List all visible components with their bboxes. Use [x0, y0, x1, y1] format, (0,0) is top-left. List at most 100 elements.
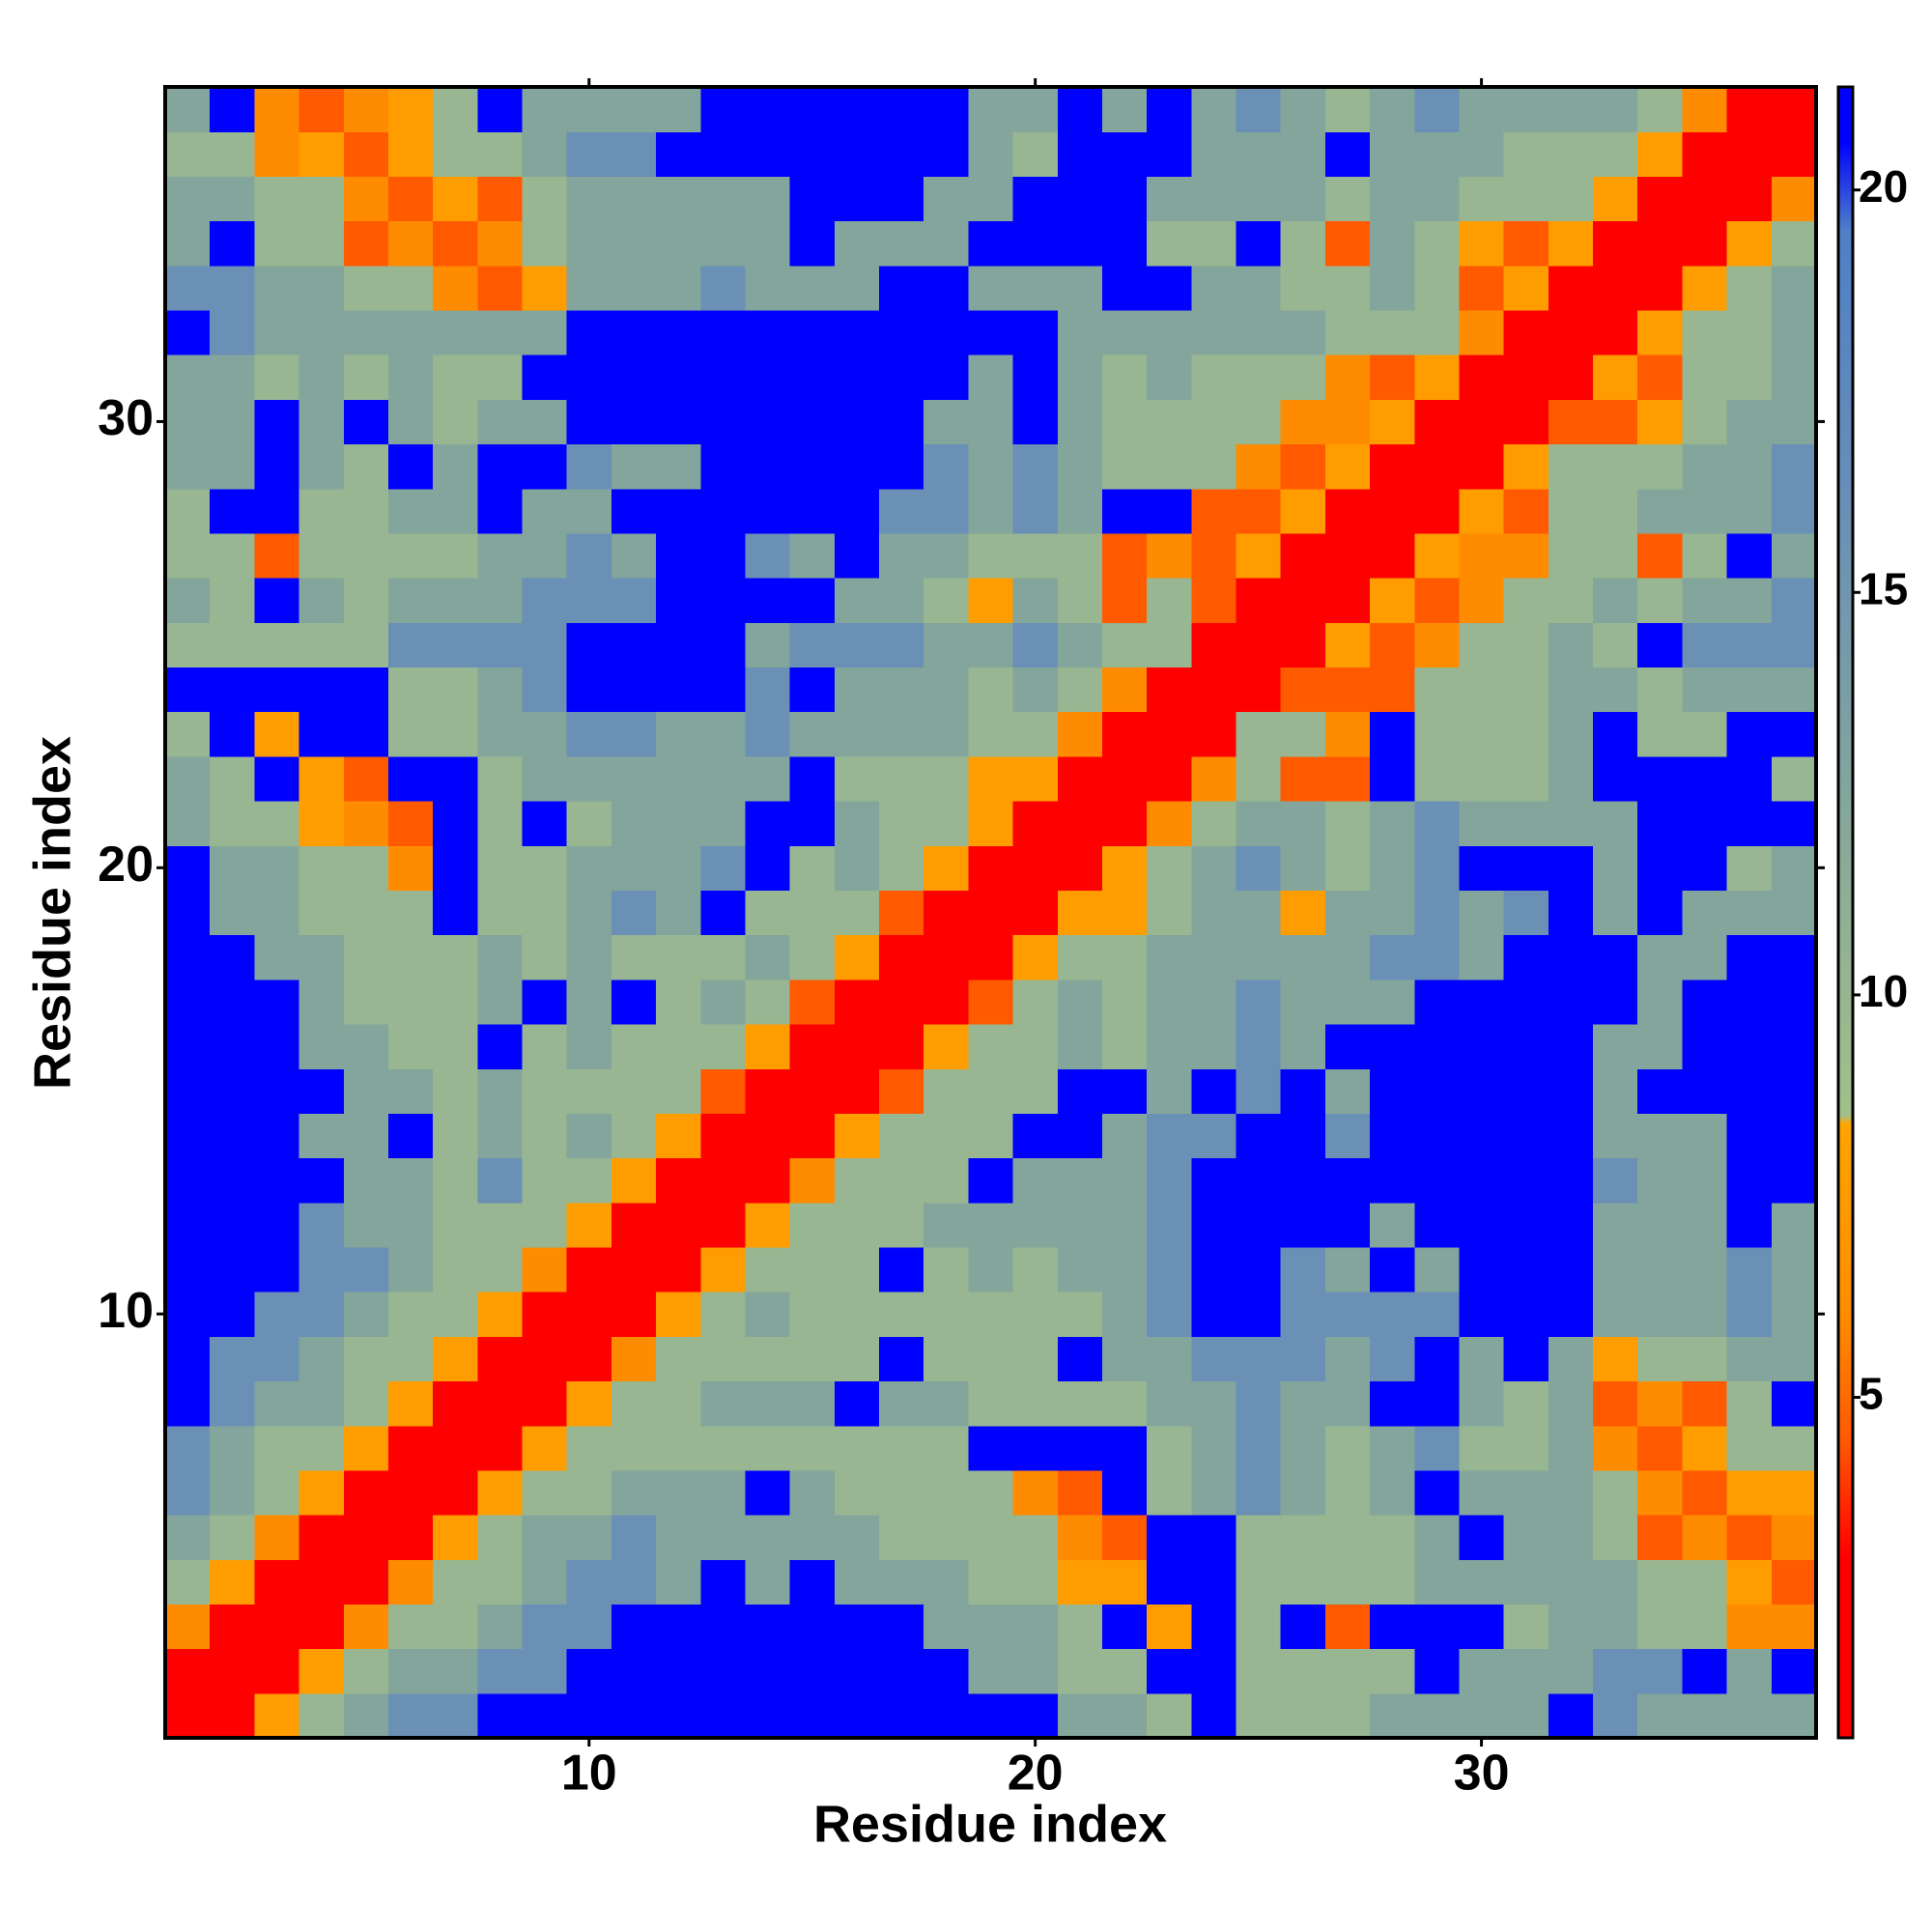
- cell: [1593, 1113, 1638, 1159]
- cell: [879, 1292, 924, 1337]
- cell: [254, 532, 300, 579]
- cell: [1370, 399, 1415, 445]
- cell: [1593, 667, 1638, 713]
- cell: [611, 845, 657, 892]
- cell: [1191, 1202, 1237, 1248]
- cell: [343, 1292, 389, 1337]
- cell: [656, 1336, 701, 1382]
- cell: [1771, 1692, 1817, 1739]
- cell: [1012, 1425, 1059, 1471]
- cell: [1191, 443, 1237, 490]
- cell: [1370, 1604, 1415, 1650]
- cell: [968, 399, 1014, 445]
- cell: [1147, 399, 1192, 445]
- cell: [745, 1515, 791, 1560]
- cell: [343, 1380, 389, 1427]
- cell: [1414, 890, 1461, 936]
- cell: [254, 1380, 300, 1427]
- cell: [1324, 667, 1371, 713]
- cell: [433, 532, 478, 579]
- cell: [611, 1648, 657, 1694]
- cell: [1057, 131, 1103, 177]
- cell: [1057, 711, 1103, 757]
- cell: [343, 1246, 389, 1293]
- cell: [1414, 1113, 1461, 1159]
- cell: [968, 1648, 1014, 1694]
- cell: [165, 1692, 211, 1739]
- cell: [1414, 1380, 1461, 1427]
- cell: [433, 845, 478, 892]
- cell: [1191, 1425, 1237, 1471]
- cell: [387, 1157, 434, 1204]
- cell: [433, 890, 478, 936]
- cell: [1324, 1692, 1371, 1739]
- cell: [165, 711, 211, 757]
- cell: [522, 979, 568, 1025]
- cell: [1147, 1068, 1192, 1114]
- cell: [254, 979, 300, 1025]
- cell: [433, 1202, 478, 1248]
- cell: [879, 1068, 924, 1114]
- cell: [745, 265, 791, 311]
- cell: [1236, 667, 1282, 713]
- cell: [611, 622, 657, 668]
- cell: [1548, 979, 1594, 1025]
- cell: [1057, 1292, 1103, 1337]
- cell: [477, 890, 524, 936]
- cell: [1726, 131, 1773, 177]
- cell: [700, 220, 747, 267]
- cell: [1057, 1515, 1103, 1560]
- cell: [522, 1380, 568, 1427]
- cell: [1548, 1604, 1594, 1650]
- cell: [1057, 1068, 1103, 1114]
- cell: [566, 1246, 612, 1293]
- cell: [745, 1202, 791, 1248]
- cell: [1548, 801, 1594, 846]
- cell: [298, 979, 345, 1025]
- cell: [522, 1515, 568, 1560]
- cell: [165, 1336, 211, 1382]
- cell: [1593, 1380, 1638, 1427]
- cell: [1503, 1023, 1549, 1069]
- cell: [656, 667, 701, 713]
- cell: [700, 1113, 747, 1159]
- cell: [1414, 488, 1461, 534]
- cell: [1236, 488, 1282, 534]
- cell: [477, 1023, 524, 1069]
- cell: [1101, 1336, 1148, 1382]
- cell: [1503, 1292, 1549, 1337]
- cell: [1236, 711, 1282, 757]
- cell: [387, 1292, 434, 1337]
- cell: [1324, 1469, 1371, 1516]
- cell: [165, 176, 211, 222]
- cell: [1771, 1559, 1817, 1605]
- cell: [1057, 801, 1103, 846]
- cell: [700, 1202, 747, 1248]
- cell: [1637, 1068, 1684, 1114]
- cell: [1012, 131, 1059, 177]
- cell: [1101, 934, 1148, 980]
- cell: [923, 1380, 970, 1427]
- cell: [1280, 488, 1326, 534]
- cell: [968, 1559, 1014, 1605]
- cell: [298, 265, 345, 311]
- cell: [522, 1469, 568, 1516]
- cell: [1548, 1559, 1594, 1605]
- cell: [477, 488, 524, 534]
- cell: [566, 1515, 612, 1560]
- cell: [522, 87, 568, 132]
- cell: [789, 87, 836, 132]
- cell: [700, 1246, 747, 1293]
- cell: [1191, 578, 1237, 623]
- cell: [1726, 1246, 1773, 1293]
- cell: [1726, 1648, 1773, 1694]
- cell: [1280, 801, 1326, 846]
- cell: [254, 1202, 300, 1248]
- cell: [656, 1157, 701, 1204]
- cell: [1147, 1157, 1192, 1204]
- cell: [566, 309, 612, 355]
- cell: [210, 131, 255, 177]
- cell: [1593, 1515, 1638, 1560]
- cell: [1503, 265, 1549, 311]
- cell: [968, 667, 1014, 713]
